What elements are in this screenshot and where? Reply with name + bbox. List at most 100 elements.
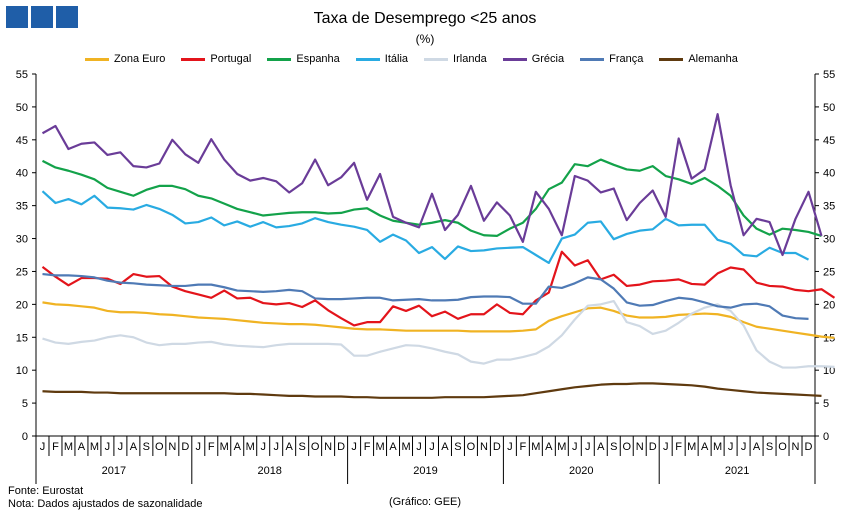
- y-tick-label-left: 0: [22, 431, 28, 443]
- y-tick-label-left: 40: [16, 168, 28, 180]
- month-label: M: [220, 441, 229, 453]
- legend-label: Zona Euro: [114, 53, 166, 65]
- gee-logo: [6, 6, 78, 28]
- y-tick-label-right: 45: [823, 135, 835, 147]
- month-label: A: [78, 441, 86, 453]
- month-label: J: [196, 441, 202, 453]
- legend-item-alemanha: Alemanha: [659, 53, 738, 65]
- legend-label: Portugal: [210, 53, 252, 65]
- y-tick-label-right: 35: [823, 201, 835, 213]
- legend-item-espanha: Espanha: [267, 53, 340, 65]
- month-label: O: [467, 441, 476, 453]
- month-label: D: [337, 441, 345, 453]
- month-label: A: [130, 441, 138, 453]
- month-label: A: [597, 441, 605, 453]
- series-line-zona-euro: [42, 301, 835, 340]
- logo-square-1: [6, 6, 28, 28]
- y-tick-label-right: 10: [823, 365, 835, 377]
- month-label: J: [40, 441, 46, 453]
- series-line-espanha: [41, 158, 822, 238]
- month-label: A: [545, 441, 553, 453]
- month-label: N: [324, 441, 332, 453]
- y-tick-label-left: 25: [16, 266, 28, 278]
- month-label: N: [792, 441, 800, 453]
- month-label: J: [273, 441, 279, 453]
- legend-swatch: [355, 57, 380, 61]
- month-label: O: [311, 441, 320, 453]
- month-label: M: [401, 441, 410, 453]
- month-label: M: [713, 441, 722, 453]
- month-label: A: [389, 441, 397, 453]
- month-label: F: [52, 441, 59, 453]
- legend-item-it-lia: Itália: [355, 53, 408, 65]
- series-line-portugal: [41, 250, 836, 327]
- legend-item-portugal: Portugal: [181, 53, 251, 65]
- month-label: J: [728, 441, 734, 453]
- series-line-fran-a: [42, 272, 809, 320]
- month-label: D: [649, 441, 657, 453]
- y-tick-label-left: 35: [16, 201, 28, 213]
- y-tick-label-left: 30: [16, 234, 28, 246]
- month-label: F: [364, 441, 371, 453]
- legend-item-zona-euro: Zona Euro: [85, 53, 165, 65]
- month-label: O: [155, 441, 164, 453]
- legend-label: Irlanda: [453, 53, 487, 65]
- month-label: S: [766, 441, 773, 453]
- legend-swatch: [659, 57, 684, 61]
- series-line-alemanha: [42, 382, 822, 399]
- month-label: J: [663, 441, 669, 453]
- month-label: M: [687, 441, 696, 453]
- month-label: N: [480, 441, 488, 453]
- legend-swatch: [502, 57, 527, 61]
- month-label: J: [429, 441, 435, 453]
- month-label: M: [375, 441, 384, 453]
- source-note: Fonte: Eurostat: [8, 485, 84, 497]
- month-label: A: [286, 441, 294, 453]
- month-label: S: [610, 441, 617, 453]
- month-label: A: [441, 441, 449, 453]
- logo-square-2: [31, 6, 53, 28]
- month-label: J: [741, 441, 747, 453]
- month-label: O: [778, 441, 787, 453]
- y-tick-label-right: 25: [823, 266, 835, 278]
- y-tick-label-left: 5: [22, 398, 28, 410]
- month-label: J: [118, 441, 124, 453]
- y-tick-label-left: 50: [16, 102, 28, 114]
- month-label: M: [531, 441, 540, 453]
- legend-swatch: [85, 57, 109, 61]
- month-label: F: [520, 441, 527, 453]
- month-label: M: [90, 441, 99, 453]
- legend-item-gr-cia: Grécia: [502, 53, 564, 65]
- month-label: J: [105, 441, 111, 453]
- chart-legend: Zona Euro Portugal Espanha Itália Irlanda Gré…: [85, 53, 754, 65]
- chart-subtitle: (%): [415, 32, 435, 46]
- series-line-gr-cia: [41, 113, 823, 257]
- legend-item-fran-a: França: [580, 53, 643, 65]
- month-label: F: [208, 441, 215, 453]
- y-tick-label-right: 50: [823, 102, 835, 114]
- month-label: J: [585, 441, 591, 453]
- legend-swatch: [424, 57, 449, 61]
- month-label: S: [143, 441, 150, 453]
- month-label: A: [753, 441, 761, 453]
- legend-label: Espanha: [296, 53, 340, 65]
- month-label: D: [805, 441, 813, 453]
- month-label: S: [454, 441, 461, 453]
- logo-square-3: [56, 6, 78, 28]
- month-label: M: [64, 441, 73, 453]
- month-label: A: [234, 441, 242, 453]
- chart-credit: (Gráfico: GEE): [388, 496, 462, 508]
- y-tick-label-right: 0: [823, 431, 829, 443]
- y-tick-label-right: 40: [823, 168, 835, 180]
- y-tick-label-left: 15: [16, 332, 28, 344]
- y-tick-label-left: 55: [16, 69, 28, 81]
- legend-swatch: [267, 57, 292, 61]
- month-label: D: [493, 441, 501, 453]
- adjustment-note: Nota: Dados ajustados de sazonalidade: [8, 498, 203, 510]
- chart-title: Taxa de Desemprego <25 anos: [313, 10, 537, 27]
- y-tick-label-left: 10: [16, 365, 28, 377]
- year-label: 2017: [102, 465, 126, 477]
- series-line-irlanda: [42, 299, 835, 369]
- y-tick-label-left: 20: [16, 299, 28, 311]
- month-label: M: [246, 441, 255, 453]
